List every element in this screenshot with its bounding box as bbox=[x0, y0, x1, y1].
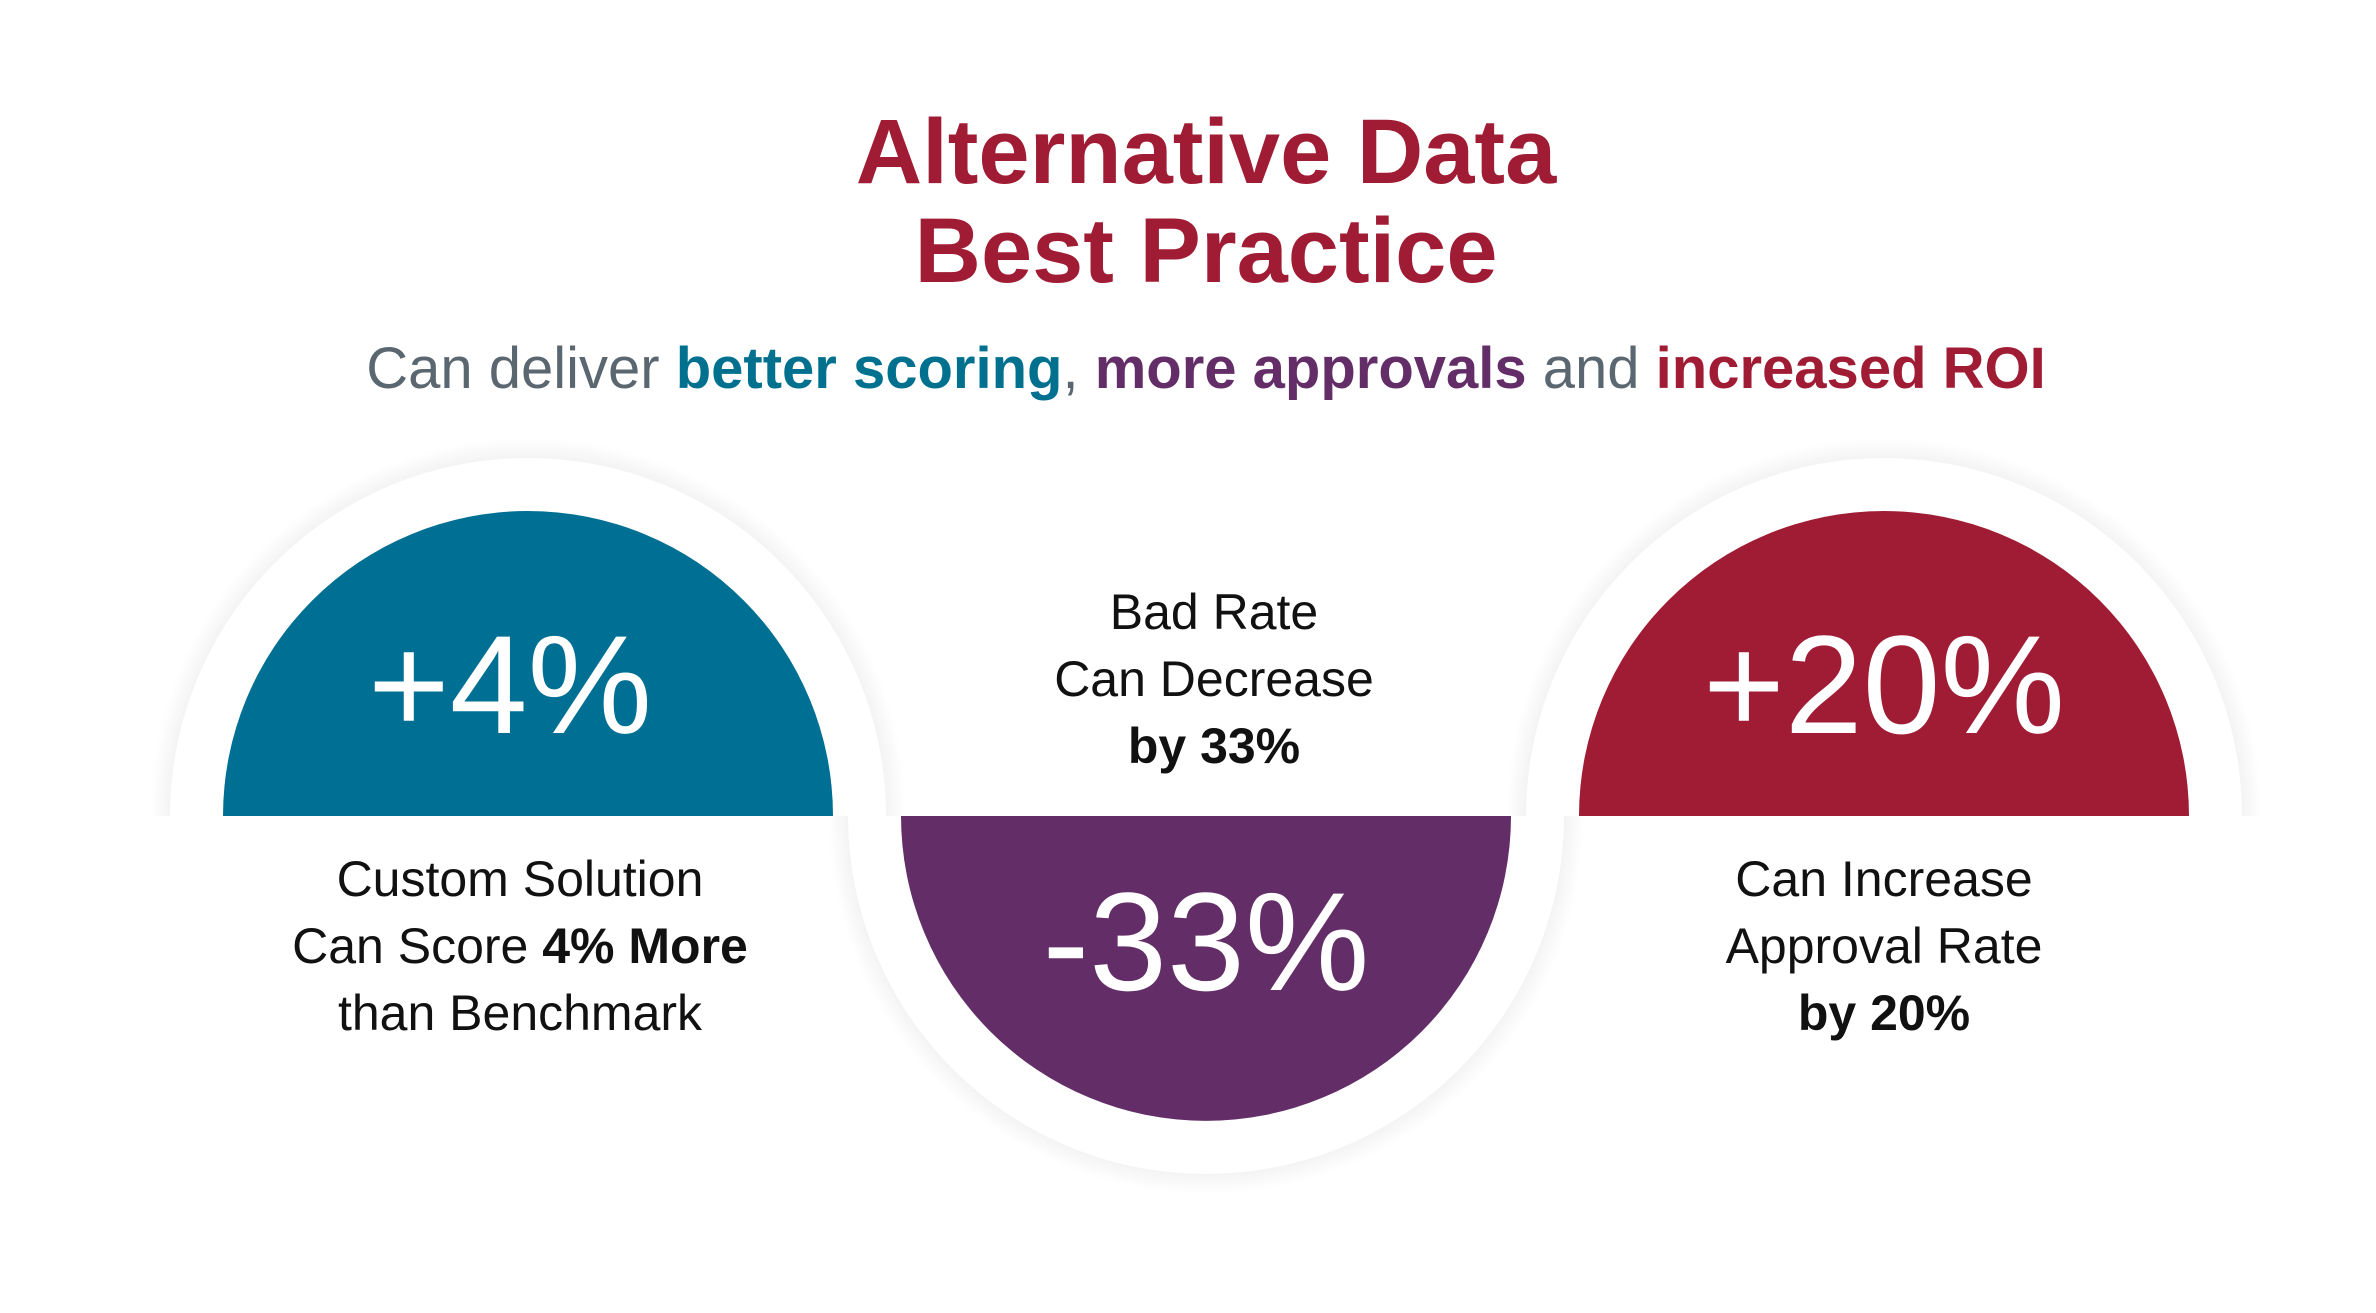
label-line: than Benchmark bbox=[338, 985, 703, 1041]
title: Alternative Data bbox=[856, 101, 1557, 203]
middle-ring bbox=[828, 816, 1584, 1194]
label-line: Custom Solution bbox=[337, 851, 704, 907]
subtitle-part: and bbox=[1527, 336, 1656, 401]
subtitle-part: more approvals bbox=[1095, 336, 1527, 401]
subtitle-part: better scoring bbox=[676, 336, 1063, 401]
middle-label: Bad Rate Can Decrease by 33% bbox=[1054, 584, 1374, 774]
stat-value: +4% bbox=[368, 606, 652, 763]
label-line: Can Increase bbox=[1735, 851, 2032, 907]
label-line: by 33% bbox=[1128, 718, 1300, 774]
left-label: Custom Solution Can Score 4% More than B… bbox=[292, 851, 748, 1041]
stat-value: -33% bbox=[1043, 863, 1370, 1020]
label-line: Can Decrease bbox=[1054, 651, 1374, 707]
stat-value: +20% bbox=[1703, 606, 2065, 763]
right-label: Can Increase Approval Rate by 20% bbox=[1726, 851, 2043, 1041]
subtitle-part: , bbox=[1062, 336, 1094, 401]
label-part: 4% More bbox=[542, 918, 748, 974]
label-line: Approval Rate bbox=[1726, 918, 2043, 974]
subtitle-part: Can deliver bbox=[366, 336, 675, 401]
label-line: Can Score 4% More bbox=[292, 918, 748, 974]
subtitle: Can deliver better scoring, more approva… bbox=[366, 336, 2045, 401]
left-ring bbox=[150, 438, 906, 816]
label-line: Bad Rate bbox=[1110, 584, 1318, 640]
right-ring bbox=[1506, 438, 2262, 816]
title: Best Practice bbox=[915, 200, 1498, 302]
label-part: Can Score bbox=[292, 918, 542, 974]
label-line: by 20% bbox=[1798, 985, 1970, 1041]
subtitle-part: increased ROI bbox=[1656, 336, 2046, 401]
